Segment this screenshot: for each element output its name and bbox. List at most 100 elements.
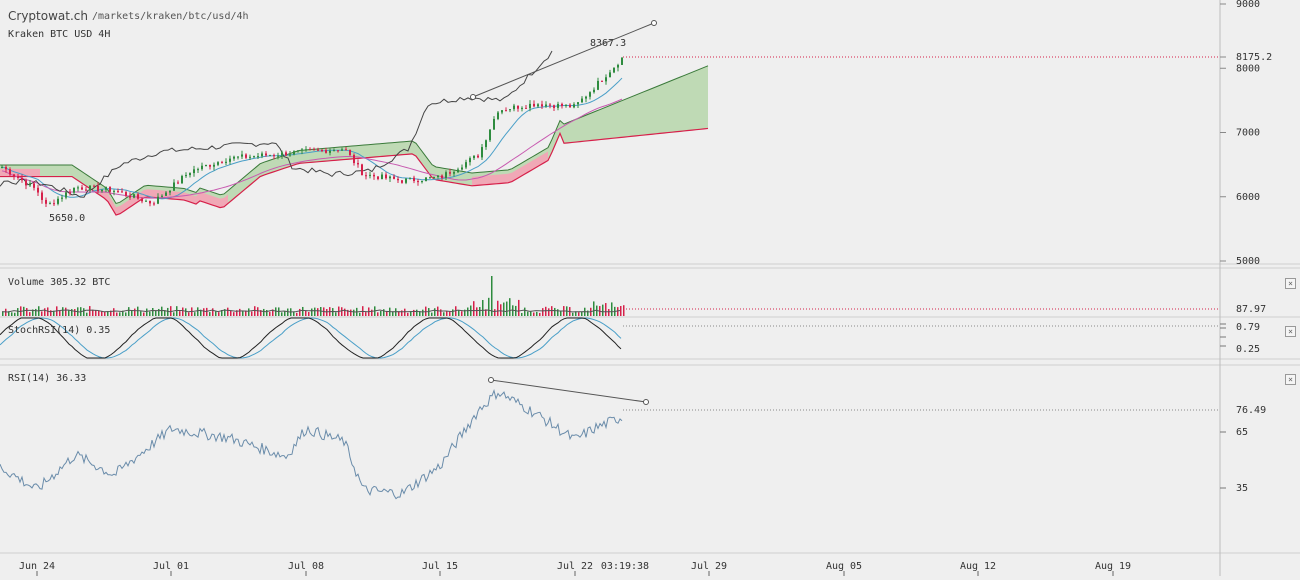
volume-bar bbox=[299, 308, 301, 316]
cloud-bear-area bbox=[472, 151, 548, 186]
candle-body bbox=[601, 80, 603, 82]
close-stochrsi-pane-icon[interactable]: × bbox=[1285, 326, 1296, 337]
candle-body bbox=[25, 180, 27, 186]
y-tick-label: 5000 bbox=[1236, 256, 1260, 267]
candle-body bbox=[525, 107, 527, 109]
volume-bar bbox=[407, 312, 409, 316]
volume-bar bbox=[128, 307, 130, 316]
candle-body bbox=[325, 150, 327, 153]
candle-body bbox=[5, 166, 7, 170]
candle-body bbox=[17, 176, 19, 178]
candle-body bbox=[45, 199, 47, 204]
volume-bar bbox=[23, 306, 25, 316]
drawing-tools[interactable] bbox=[470, 20, 657, 405]
candle-body bbox=[293, 151, 295, 155]
stochrsi-pane-label: StochRSI(14) 0.35 bbox=[8, 325, 111, 336]
candle-body bbox=[309, 149, 311, 151]
last-price-label: 8175.2 bbox=[1236, 52, 1272, 63]
candle-body bbox=[133, 194, 135, 198]
volume-bar bbox=[287, 308, 289, 316]
volume-bar bbox=[365, 312, 367, 316]
candle-body bbox=[477, 155, 479, 158]
volume-bar bbox=[314, 307, 316, 316]
volume-bar bbox=[449, 311, 451, 316]
volume-bar bbox=[413, 309, 415, 316]
candle-body bbox=[545, 104, 547, 107]
stochrsi-lines bbox=[0, 317, 1220, 359]
candle-body bbox=[261, 153, 263, 157]
volume-bar bbox=[551, 306, 553, 316]
volume-bar bbox=[158, 308, 160, 316]
candle-body bbox=[289, 154, 291, 156]
volume-bar bbox=[419, 311, 421, 316]
candle-body bbox=[229, 158, 231, 162]
volume-bar bbox=[611, 302, 613, 316]
candle-body bbox=[421, 180, 423, 183]
volume-bar bbox=[275, 307, 277, 316]
volume-bar bbox=[608, 309, 610, 316]
candle-body bbox=[193, 169, 195, 174]
candle-body bbox=[277, 155, 279, 157]
candle-body bbox=[497, 112, 499, 119]
volume-bar bbox=[131, 310, 133, 316]
current-time-label: 03:19:38 bbox=[601, 561, 649, 572]
candle-body bbox=[57, 198, 59, 204]
candle-body bbox=[457, 169, 459, 173]
volume-bar bbox=[218, 312, 220, 316]
candle-body bbox=[585, 96, 587, 99]
close-volume-pane-icon[interactable]: × bbox=[1285, 278, 1296, 289]
site-title[interactable]: Cryptowat.ch bbox=[8, 9, 88, 23]
candle-body bbox=[137, 194, 139, 199]
candle-body bbox=[113, 190, 115, 192]
volume-bar bbox=[500, 304, 502, 316]
volume-bar bbox=[479, 307, 481, 316]
candle-body bbox=[445, 172, 447, 178]
volume-bar bbox=[164, 310, 166, 316]
volume-bar bbox=[554, 307, 556, 316]
volume-bar bbox=[371, 309, 373, 316]
volume-bar bbox=[119, 312, 121, 316]
volume-bar bbox=[326, 309, 328, 316]
rsi-trendline-handle bbox=[488, 377, 494, 383]
volume-bar bbox=[437, 306, 439, 316]
candle-body bbox=[41, 192, 43, 200]
volume-ma-line bbox=[1, 309, 621, 313]
volume-bar bbox=[344, 308, 346, 316]
rsi-tick-label: 65 bbox=[1236, 427, 1248, 438]
candle-body bbox=[481, 147, 483, 158]
candle-body bbox=[341, 149, 343, 151]
volume-bar bbox=[122, 310, 124, 316]
volume-bar bbox=[26, 308, 28, 316]
candle-body bbox=[613, 67, 615, 73]
volume-bar bbox=[62, 307, 64, 316]
y-tick-label: 7000 bbox=[1236, 128, 1260, 139]
volume-bar bbox=[503, 302, 505, 316]
candle-body bbox=[273, 155, 275, 157]
volume-bar bbox=[494, 309, 496, 316]
trendline-handle bbox=[651, 20, 657, 26]
volume-bar bbox=[488, 297, 490, 316]
candle-body bbox=[189, 173, 191, 176]
candle-body bbox=[237, 156, 239, 158]
candle-body bbox=[21, 177, 23, 181]
site-path[interactable]: /markets/kraken/btc/usd/4h bbox=[92, 11, 249, 22]
volume-bar bbox=[284, 311, 286, 316]
rsi-trendline bbox=[490, 379, 647, 403]
candle-body bbox=[129, 195, 131, 198]
volume-bar bbox=[8, 311, 10, 316]
candle-body bbox=[577, 102, 579, 105]
volume-bar bbox=[380, 310, 382, 316]
close-rsi-pane-icon[interactable]: × bbox=[1285, 374, 1296, 385]
volume-bar bbox=[236, 310, 238, 316]
volume-bar bbox=[101, 311, 103, 316]
candle-body bbox=[85, 189, 87, 191]
market-label: Kraken BTC USD 4H bbox=[8, 29, 111, 40]
x-tick-label: Jul 15 bbox=[422, 561, 458, 572]
candle-body bbox=[513, 105, 515, 110]
candle-body bbox=[321, 149, 323, 151]
volume-bar bbox=[533, 312, 535, 316]
volume-bar bbox=[575, 311, 577, 316]
volume-bar bbox=[170, 306, 172, 316]
candle-body bbox=[97, 185, 99, 192]
